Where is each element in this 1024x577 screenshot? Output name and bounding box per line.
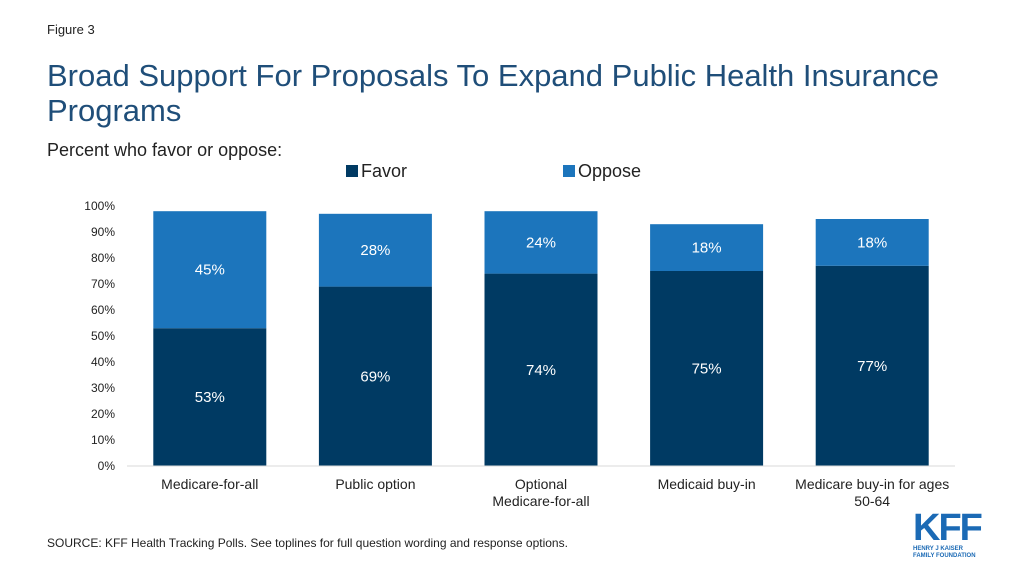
legend-swatch [563,165,575,177]
y-tick-label: 80% [91,251,115,265]
bar-oppose [650,224,764,271]
y-tick-label: 50% [91,329,115,343]
data-label-favor: 69% [360,368,390,385]
y-tick-label: 0% [98,459,116,473]
x-axis: Medicare-for-all Public option Optional Med… [127,465,955,509]
chart-legend: Favor Oppose [346,161,641,181]
bar-favor [153,328,267,466]
y-tick-label: 90% [91,225,115,239]
bar-oppose [815,219,929,266]
data-label-oppose: 24% [526,234,556,251]
data-label-favor: 75% [692,361,722,378]
bars: 53% 45% 69% 28% 74% 24% 75% 18% 77% 18% [153,211,929,466]
bar-favor [318,286,432,466]
chart-title: Broad Support For Proposals To Expand Pu… [47,58,940,128]
bar-favor [815,265,929,466]
legend-label: Favor [361,161,407,181]
y-axis: 0% 10% 20% 30% 40% 50% 60% 70% 80% 90% 100% [84,199,115,473]
legend-swatch [346,165,358,177]
y-tick-label: 20% [91,407,115,421]
data-label-favor: 77% [857,358,887,375]
figure-label: Figure 3 [47,22,95,37]
source-note: SOURCE: KFF Health Tracking Polls. See t… [47,536,568,550]
x-tick-label: Optional Medicare-for-all [492,476,589,509]
data-label-favor: 74% [526,362,556,379]
bar-favor [650,271,764,466]
y-tick-label: 30% [91,381,115,395]
x-tick-label: Medicare-for-all [161,476,258,492]
bar-oppose [153,211,267,329]
x-tick-label: Public option [335,476,415,492]
kff-logo: KFF HENRY J KAISER FAMILY FOUNDATION [913,507,989,560]
x-tick-label: Medicaid buy-in [658,476,756,492]
data-label-oppose: 18% [692,240,722,257]
bar-oppose [318,213,432,287]
y-tick-label: 10% [91,433,115,447]
data-label-oppose: 45% [195,262,225,279]
chart-subtitle: Percent who favor or oppose: [47,140,283,160]
y-tick-label: 60% [91,303,115,317]
bar-oppose [484,211,598,274]
x-tick-label: Medicare buy-in for ages 50-64 [795,476,949,509]
bar-favor [484,273,598,466]
logo-subtext-2: FAMILY FOUNDATION [913,553,976,559]
stacked-bar-chart: Favor Oppose 0% 10% 20% 30% 40% 50% 60% 70% 80% 90… [84,161,955,509]
y-tick-label: 100% [84,199,115,213]
data-label-oppose: 18% [857,234,887,251]
logo-subtext-1: HENRY J KAISER [913,546,964,552]
data-label-oppose: 28% [360,242,390,259]
logo-mark: KFF [913,507,983,549]
data-label-favor: 53% [195,389,225,406]
y-tick-label: 70% [91,277,115,291]
y-tick-label: 40% [91,355,115,369]
legend-label: Oppose [578,161,641,181]
